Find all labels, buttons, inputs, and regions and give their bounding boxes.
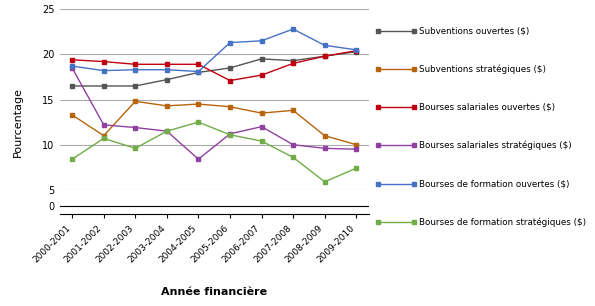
Subventions stratégiques ($): [100, 134, 107, 137]
Subventions stratégiques ($): [68, 113, 76, 117]
Subventions ouvertes ($): [321, 54, 328, 58]
Bourses salariales stratégiques ($): [100, 123, 107, 127]
Text: Pourcentage: Pourcentage: [13, 88, 23, 157]
Bourses salariales stratégiques ($): [163, 129, 170, 133]
Bourses de formation stratégiques ($): [227, 133, 234, 136]
Subventions ouvertes ($): [163, 78, 170, 81]
Text: Bourses de formation ouvertes ($): Bourses de formation ouvertes ($): [419, 179, 570, 188]
Bourses de formation stratégiques ($): [195, 120, 202, 124]
Bourses salariales stratégiques ($): [353, 147, 360, 151]
Subventions stratégiques ($): [321, 134, 328, 137]
Bourses salariales stratégiques ($): [131, 126, 139, 129]
Bourses de formation stratégiques ($): [163, 129, 170, 133]
Line: Bourses de formation stratégiques ($): Bourses de formation stratégiques ($): [70, 120, 359, 184]
Line: Subventions stratégiques ($): Subventions stratégiques ($): [70, 99, 359, 147]
Subventions ouvertes ($): [68, 84, 76, 88]
Bourses salariales stratégiques ($): [227, 132, 234, 136]
Subventions stratégiques ($): [227, 105, 234, 109]
Bourses de formation ouvertes ($): [290, 27, 297, 31]
Bourses de formation ouvertes ($): [131, 68, 139, 72]
Subventions ouvertes ($): [290, 59, 297, 62]
Subventions ouvertes ($): [353, 50, 360, 54]
Line: Bourses salariales ouvertes ($): Bourses salariales ouvertes ($): [70, 48, 359, 83]
Bourses de formation ouvertes ($): [353, 48, 360, 52]
Bourses de formation ouvertes ($): [68, 64, 76, 68]
Bourses salariales stratégiques ($): [321, 147, 328, 150]
Subventions ouvertes ($): [227, 66, 234, 70]
Line: Subventions ouvertes ($): Subventions ouvertes ($): [70, 49, 359, 88]
Bourses salariales stratégiques ($): [290, 143, 297, 147]
Bourses de formation stratégiques ($): [258, 139, 265, 143]
Bourses de formation stratégiques ($): [353, 166, 360, 170]
Text: Bourses de formation stratégiques ($): Bourses de formation stratégiques ($): [419, 217, 587, 227]
Bourses salariales stratégiques ($): [258, 125, 265, 129]
Subventions ouvertes ($): [258, 57, 265, 61]
Bourses de formation stratégiques ($): [321, 180, 328, 184]
Bourses salariales ouvertes ($): [258, 73, 265, 77]
Subventions stratégiques ($): [131, 99, 139, 103]
Subventions ouvertes ($): [195, 71, 202, 74]
Subventions stratégiques ($): [258, 111, 265, 115]
Bourses de formation ouvertes ($): [100, 69, 107, 73]
Bourses salariales ouvertes ($): [321, 54, 328, 58]
Bourses salariales ouvertes ($): [195, 62, 202, 66]
Subventions ouvertes ($): [131, 84, 139, 88]
Bourses salariales ouvertes ($): [68, 58, 76, 62]
Bourses salariales ouvertes ($): [163, 62, 170, 66]
Line: Bourses salariales stratégiques ($): Bourses salariales stratégiques ($): [70, 65, 359, 162]
Line: Bourses de formation ouvertes ($): Bourses de formation ouvertes ($): [70, 27, 359, 74]
Text: Bourses salariales stratégiques ($): Bourses salariales stratégiques ($): [419, 140, 572, 150]
Subventions stratégiques ($): [163, 104, 170, 108]
Bourses de formation stratégiques ($): [68, 157, 76, 161]
Bourses de formation ouvertes ($): [227, 41, 234, 44]
Bourses de formation ouvertes ($): [321, 43, 328, 47]
Text: Subventions ouvertes ($): Subventions ouvertes ($): [419, 26, 530, 35]
Bourses salariales ouvertes ($): [100, 60, 107, 63]
Text: Subventions stratégiques ($): Subventions stratégiques ($): [419, 64, 546, 74]
Subventions stratégiques ($): [195, 102, 202, 106]
Bourses salariales stratégiques ($): [195, 157, 202, 161]
Bourses salariales ouvertes ($): [353, 49, 360, 53]
Bourses de formation stratégiques ($): [100, 136, 107, 140]
Bourses salariales ouvertes ($): [227, 79, 234, 82]
Bourses de formation stratégiques ($): [290, 155, 297, 159]
Text: Année financière: Année financière: [161, 287, 267, 297]
Bourses salariales ouvertes ($): [131, 62, 139, 66]
Bourses salariales ouvertes ($): [290, 62, 297, 65]
Subventions stratégiques ($): [290, 109, 297, 112]
Bourses salariales stratégiques ($): [68, 66, 76, 70]
Subventions ouvertes ($): [100, 84, 107, 88]
Bourses de formation ouvertes ($): [258, 39, 265, 43]
Subventions stratégiques ($): [353, 143, 360, 147]
Bourses de formation ouvertes ($): [195, 70, 202, 73]
Text: Bourses salariales ouvertes ($): Bourses salariales ouvertes ($): [419, 103, 556, 112]
Bourses de formation stratégiques ($): [131, 147, 139, 150]
Bourses de formation ouvertes ($): [163, 68, 170, 72]
